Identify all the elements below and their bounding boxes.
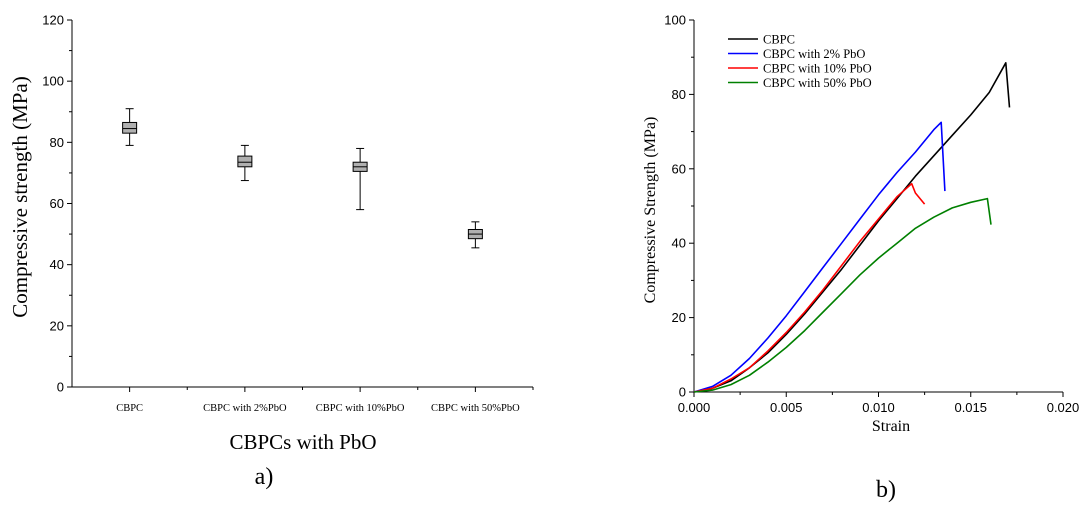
stress-strain-x-ticks: 0.000 0.005 0.010 0.015 0.020 — [678, 392, 1080, 415]
series-line-4 — [693, 197, 992, 393]
y-tick-label: 60 — [672, 161, 686, 176]
y-tick-label: 80 — [50, 135, 64, 150]
category-label: CBPC with 50%PbO — [431, 403, 520, 414]
box-plot-panel: 0 20 40 60 80 100 120 CBPC CBPC with 2%PbO CBPC … — [8, 13, 534, 490]
y-tick-label: 120 — [42, 13, 64, 28]
box-plot-y-ticks: 0 20 40 60 80 100 120 — [42, 13, 72, 395]
box-plot-y-axis-title: Compressive strength (MPa) — [8, 76, 32, 317]
panel-label-a: a) — [255, 464, 274, 490]
panel-label-b: b) — [876, 477, 896, 503]
category-label: CBPC with 2%PbO — [203, 403, 287, 414]
legend-label: CBPC — [763, 33, 795, 47]
y-tick-label: 60 — [50, 196, 64, 211]
y-tick-label: 40 — [50, 257, 64, 272]
box-plot-boxes — [122, 108, 483, 249]
y-tick-label: 20 — [672, 310, 686, 325]
legend-label: CBPC with 10% PbO — [763, 62, 872, 76]
box-plot-x-axis-title: CBPCs with PbO — [229, 430, 376, 454]
x-tick-label: 0.005 — [770, 400, 803, 415]
box — [122, 121, 138, 134]
x-tick-label: 0.000 — [678, 400, 711, 415]
stress-strain-panel: 0 20 40 60 80 100 0.000 0.005 0.010 0.015 0.020 C… — [642, 13, 1079, 504]
category-label: CBPC — [116, 403, 143, 414]
y-tick-label: 0 — [679, 385, 686, 400]
y-tick-label: 100 — [664, 13, 686, 28]
y-tick-label: 100 — [42, 74, 64, 89]
y-tick-label: 20 — [50, 318, 64, 333]
box-plot-x-ticks: CBPC CBPC with 2%PbO CBPC with 10%PbO CBPC … — [116, 387, 534, 414]
legend-label: CBPC with 2% PbO — [763, 47, 865, 61]
x-tick-label: 0.010 — [862, 400, 895, 415]
y-tick-label: 0 — [57, 380, 64, 395]
stress-strain-y-ticks: 0 20 40 60 80 100 — [664, 13, 694, 400]
box-plot-axes — [71, 20, 533, 388]
box — [237, 155, 253, 168]
x-tick-label: 0.020 — [1047, 400, 1080, 415]
series-line-1 — [693, 61, 1011, 393]
stress-strain-x-axis-title: Strain — [872, 418, 910, 435]
y-tick-label: 40 — [672, 236, 686, 251]
series-line-2 — [693, 121, 946, 393]
stress-strain-lines — [693, 61, 1011, 393]
category-label: CBPC with 10%PbO — [316, 403, 405, 414]
legend-label: CBPC with 50% PbO — [763, 76, 872, 90]
stress-strain-y-axis-title: Compressive Strength (MPa) — [642, 117, 659, 304]
x-tick-label: 0.015 — [954, 400, 987, 415]
y-tick-label: 80 — [672, 87, 686, 102]
series-line-3 — [693, 182, 926, 393]
